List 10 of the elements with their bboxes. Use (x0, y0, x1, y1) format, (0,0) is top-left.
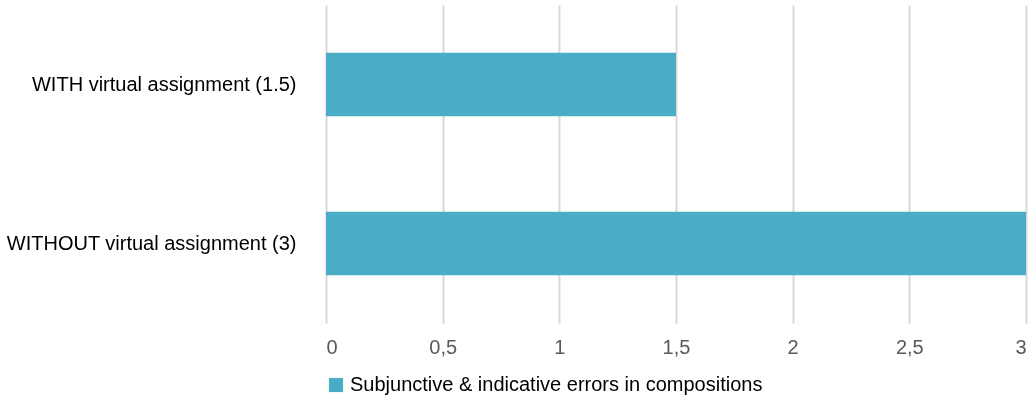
legend-label: Subjunctive & indicative errors in compositions (350, 373, 763, 395)
x-tick-label: 3 (1015, 335, 1027, 358)
x-tick-label: 0 (326, 335, 338, 358)
x-tick-label: 1,5 (662, 335, 691, 358)
x-tick-label: 2,5 (895, 335, 924, 358)
x-tick-label: 2 (787, 335, 799, 358)
x-tick-label: 1 (554, 335, 566, 358)
y-tick-label: WITHOUT virtual assignment (3) (6, 231, 297, 254)
y-tick-label: WITH virtual assignment (1.5) (31, 72, 297, 95)
x-tick-label: 0,5 (429, 335, 458, 358)
